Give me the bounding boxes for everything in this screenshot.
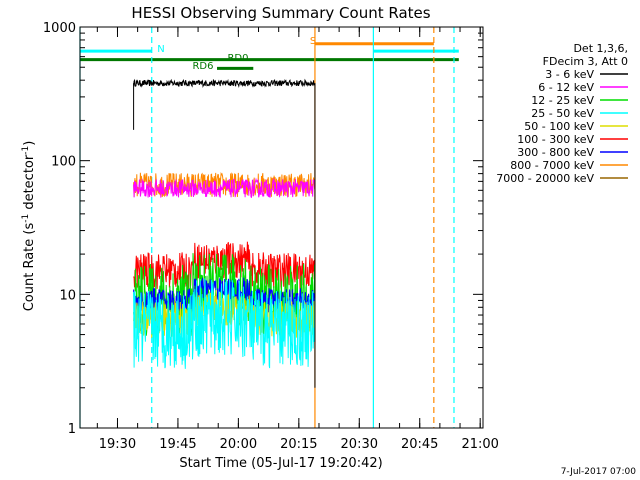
series-line bbox=[133, 177, 316, 199]
flag-label: RD0 bbox=[227, 53, 248, 64]
legend-entry-label: 50 - 100 keV bbox=[524, 120, 594, 133]
x-axis: 19:30 19:45 20:00 20:15 20:30 20:45 21:00 bbox=[96, 27, 499, 452]
legend-entry-label: 12 - 25 keV bbox=[531, 94, 594, 107]
legend-entry-label: 300 - 800 keV bbox=[517, 146, 594, 159]
legend-entry-label: 25 - 50 keV bbox=[531, 107, 594, 120]
legend-header: FDecim 3, Att 0 bbox=[543, 55, 628, 68]
chart-title: HESSI Observing Summary Count Rates bbox=[131, 4, 430, 22]
footer-date: 7-Jul-2017 07:00 bbox=[561, 467, 637, 477]
flag-label: N bbox=[157, 44, 164, 55]
x-tick-label: 20:15 bbox=[280, 437, 317, 452]
x-tick-label: 20:00 bbox=[220, 437, 257, 452]
series-line bbox=[133, 277, 316, 313]
series-line bbox=[133, 78, 316, 88]
x-tick-label: 20:30 bbox=[341, 437, 378, 452]
reference-lines bbox=[79, 27, 455, 428]
y-tick-label: 100 bbox=[51, 155, 76, 170]
legend-entry-label: 100 - 300 keV bbox=[517, 133, 594, 146]
y-axis: 1 10 100 1000 bbox=[43, 21, 483, 437]
y-tick-label: 10 bbox=[59, 288, 76, 303]
legend-header: Det 1,3,6, bbox=[573, 42, 628, 55]
x-axis-label: Start Time (05-Jul-17 19:20:42) bbox=[179, 456, 382, 471]
series-line bbox=[133, 278, 316, 369]
legend-entry-label: 6 - 12 keV bbox=[538, 81, 594, 94]
plot-frame bbox=[79, 26, 484, 429]
legend-entry-label: 3 - 6 keV bbox=[545, 68, 594, 81]
x-tick-label: 20:45 bbox=[401, 437, 438, 452]
x-tick-label: 21:00 bbox=[461, 437, 498, 452]
x-tick-label: 19:45 bbox=[159, 437, 196, 452]
flag-bars: N S RD0 RD6 bbox=[80, 36, 459, 72]
y-tick-label: 1000 bbox=[43, 21, 76, 36]
y-axis-label: Count Rate (s-1 detector-1) bbox=[21, 141, 37, 312]
series-line bbox=[133, 241, 316, 290]
x-tick-label: 19:30 bbox=[99, 437, 136, 452]
flag-label: S bbox=[310, 36, 316, 47]
flag-label: RD6 bbox=[192, 61, 213, 72]
legend-entry-label: 800 - 7000 keV bbox=[510, 159, 594, 172]
series-group bbox=[133, 78, 316, 388]
legend-entry-label: 7000 - 20000 keV bbox=[496, 172, 594, 185]
y-tick-label: 1 bbox=[68, 422, 76, 437]
